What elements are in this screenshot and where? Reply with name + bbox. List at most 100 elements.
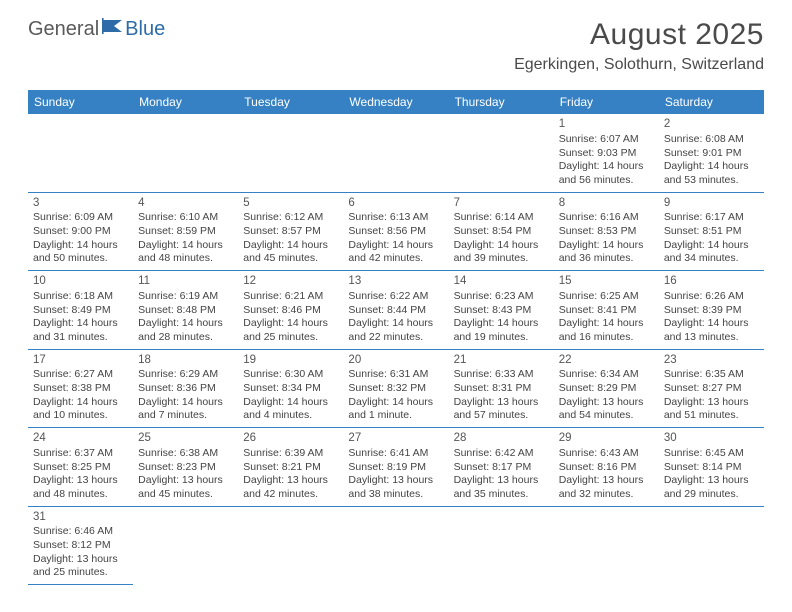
day-number: 30 bbox=[664, 431, 759, 446]
day-cell: 23Sunrise: 6:35 AMSunset: 8:27 PMDayligh… bbox=[659, 350, 764, 428]
sunset-text: Sunset: 8:57 PM bbox=[243, 225, 338, 239]
sunset-text: Sunset: 8:54 PM bbox=[454, 225, 549, 239]
header: General Blue August 2025 Egerkingen, Sol… bbox=[0, 0, 792, 80]
day-cell bbox=[238, 114, 343, 192]
sunset-text: Sunset: 8:39 PM bbox=[664, 304, 759, 318]
daylight-text: and 16 minutes. bbox=[559, 331, 654, 345]
day-cell: 19Sunrise: 6:30 AMSunset: 8:34 PMDayligh… bbox=[238, 350, 343, 428]
daylight-text: and 7 minutes. bbox=[138, 409, 233, 423]
week-row: 31Sunrise: 6:46 AMSunset: 8:12 PMDayligh… bbox=[28, 507, 764, 586]
day-cell: 1Sunrise: 6:07 AMSunset: 9:03 PMDaylight… bbox=[554, 114, 659, 192]
daylight-text: and 36 minutes. bbox=[559, 252, 654, 266]
daylight-text: Daylight: 14 hours bbox=[33, 239, 128, 253]
sunset-text: Sunset: 8:27 PM bbox=[664, 382, 759, 396]
day-number: 29 bbox=[559, 431, 654, 446]
daylight-text: and 51 minutes. bbox=[664, 409, 759, 423]
daylight-text: and 57 minutes. bbox=[454, 409, 549, 423]
daylight-text: Daylight: 14 hours bbox=[33, 396, 128, 410]
day-cell: 26Sunrise: 6:39 AMSunset: 8:21 PMDayligh… bbox=[238, 428, 343, 506]
day-cell: 12Sunrise: 6:21 AMSunset: 8:46 PMDayligh… bbox=[238, 271, 343, 349]
sunset-text: Sunset: 8:34 PM bbox=[243, 382, 338, 396]
sunrise-text: Sunrise: 6:09 AM bbox=[33, 211, 128, 225]
daylight-text: Daylight: 14 hours bbox=[454, 239, 549, 253]
sunset-text: Sunset: 8:25 PM bbox=[33, 461, 128, 475]
sunset-text: Sunset: 8:32 PM bbox=[348, 382, 443, 396]
sunrise-text: Sunrise: 6:41 AM bbox=[348, 447, 443, 461]
daylight-text: Daylight: 14 hours bbox=[454, 317, 549, 331]
day-cell: 5Sunrise: 6:12 AMSunset: 8:57 PMDaylight… bbox=[238, 193, 343, 271]
daylight-text: and 34 minutes. bbox=[664, 252, 759, 266]
day-number: 28 bbox=[454, 431, 549, 446]
daylight-text: Daylight: 14 hours bbox=[348, 239, 443, 253]
sunrise-text: Sunrise: 6:46 AM bbox=[33, 525, 128, 539]
day-cell: 10Sunrise: 6:18 AMSunset: 8:49 PMDayligh… bbox=[28, 271, 133, 349]
sunrise-text: Sunrise: 6:42 AM bbox=[454, 447, 549, 461]
sunset-text: Sunset: 8:46 PM bbox=[243, 304, 338, 318]
daylight-text: and 45 minutes. bbox=[138, 488, 233, 502]
week-row: 1Sunrise: 6:07 AMSunset: 9:03 PMDaylight… bbox=[28, 114, 764, 193]
day-cell: 4Sunrise: 6:10 AMSunset: 8:59 PMDaylight… bbox=[133, 193, 238, 271]
logo: General Blue bbox=[28, 18, 165, 41]
daylight-text: and 50 minutes. bbox=[33, 252, 128, 266]
day-cell: 6Sunrise: 6:13 AMSunset: 8:56 PMDaylight… bbox=[343, 193, 448, 271]
day-cell: 18Sunrise: 6:29 AMSunset: 8:36 PMDayligh… bbox=[133, 350, 238, 428]
day-cell: 11Sunrise: 6:19 AMSunset: 8:48 PMDayligh… bbox=[133, 271, 238, 349]
weekday-header: Thursday bbox=[449, 90, 554, 114]
day-cell: 3Sunrise: 6:09 AMSunset: 9:00 PMDaylight… bbox=[28, 193, 133, 271]
daylight-text: and 4 minutes. bbox=[243, 409, 338, 423]
day-cell bbox=[659, 507, 764, 586]
daylight-text: and 13 minutes. bbox=[664, 331, 759, 345]
day-number: 20 bbox=[348, 353, 443, 368]
daylight-text: and 1 minute. bbox=[348, 409, 443, 423]
daylight-text: Daylight: 14 hours bbox=[138, 396, 233, 410]
day-cell: 20Sunrise: 6:31 AMSunset: 8:32 PMDayligh… bbox=[343, 350, 448, 428]
week-row: 10Sunrise: 6:18 AMSunset: 8:49 PMDayligh… bbox=[28, 271, 764, 350]
day-number: 2 bbox=[664, 117, 759, 132]
sunset-text: Sunset: 8:38 PM bbox=[33, 382, 128, 396]
day-cell: 16Sunrise: 6:26 AMSunset: 8:39 PMDayligh… bbox=[659, 271, 764, 349]
sunset-text: Sunset: 8:43 PM bbox=[454, 304, 549, 318]
day-cell: 17Sunrise: 6:27 AMSunset: 8:38 PMDayligh… bbox=[28, 350, 133, 428]
daylight-text: Daylight: 14 hours bbox=[559, 160, 654, 174]
day-number: 17 bbox=[33, 353, 128, 368]
day-cell bbox=[554, 507, 659, 586]
sunrise-text: Sunrise: 6:26 AM bbox=[664, 290, 759, 304]
daylight-text: and 29 minutes. bbox=[664, 488, 759, 502]
daylight-text: and 31 minutes. bbox=[33, 331, 128, 345]
sunset-text: Sunset: 8:48 PM bbox=[138, 304, 233, 318]
day-cell: 7Sunrise: 6:14 AMSunset: 8:54 PMDaylight… bbox=[449, 193, 554, 271]
daylight-text: and 56 minutes. bbox=[559, 174, 654, 188]
sunset-text: Sunset: 8:51 PM bbox=[664, 225, 759, 239]
daylight-text: and 42 minutes. bbox=[243, 488, 338, 502]
daylight-text: and 25 minutes. bbox=[243, 331, 338, 345]
sunrise-text: Sunrise: 6:45 AM bbox=[664, 447, 759, 461]
day-number: 25 bbox=[138, 431, 233, 446]
day-number: 1 bbox=[559, 117, 654, 132]
daylight-text: Daylight: 13 hours bbox=[348, 474, 443, 488]
daylight-text: Daylight: 14 hours bbox=[664, 160, 759, 174]
daylight-text: Daylight: 13 hours bbox=[243, 474, 338, 488]
logo-text-blue: Blue bbox=[125, 18, 165, 41]
daylight-text: Daylight: 14 hours bbox=[243, 396, 338, 410]
daylight-text: Daylight: 13 hours bbox=[454, 396, 549, 410]
sunset-text: Sunset: 8:12 PM bbox=[33, 539, 128, 553]
daylight-text: Daylight: 14 hours bbox=[138, 317, 233, 331]
calendar: SundayMondayTuesdayWednesdayThursdayFrid… bbox=[28, 90, 764, 585]
daylight-text: and 54 minutes. bbox=[559, 409, 654, 423]
sunset-text: Sunset: 8:19 PM bbox=[348, 461, 443, 475]
day-number: 26 bbox=[243, 431, 338, 446]
day-number: 3 bbox=[33, 196, 128, 211]
weekday-header-row: SundayMondayTuesdayWednesdayThursdayFrid… bbox=[28, 90, 764, 114]
daylight-text: and 35 minutes. bbox=[454, 488, 549, 502]
sunset-text: Sunset: 8:41 PM bbox=[559, 304, 654, 318]
weekday-header: Monday bbox=[133, 90, 238, 114]
logo-text-general: General bbox=[28, 18, 99, 41]
day-cell: 27Sunrise: 6:41 AMSunset: 8:19 PMDayligh… bbox=[343, 428, 448, 506]
day-number: 31 bbox=[33, 510, 128, 525]
daylight-text: Daylight: 13 hours bbox=[559, 396, 654, 410]
day-cell: 28Sunrise: 6:42 AMSunset: 8:17 PMDayligh… bbox=[449, 428, 554, 506]
daylight-text: Daylight: 14 hours bbox=[559, 239, 654, 253]
sunrise-text: Sunrise: 6:30 AM bbox=[243, 368, 338, 382]
daylight-text: and 28 minutes. bbox=[138, 331, 233, 345]
day-cell: 8Sunrise: 6:16 AMSunset: 8:53 PMDaylight… bbox=[554, 193, 659, 271]
